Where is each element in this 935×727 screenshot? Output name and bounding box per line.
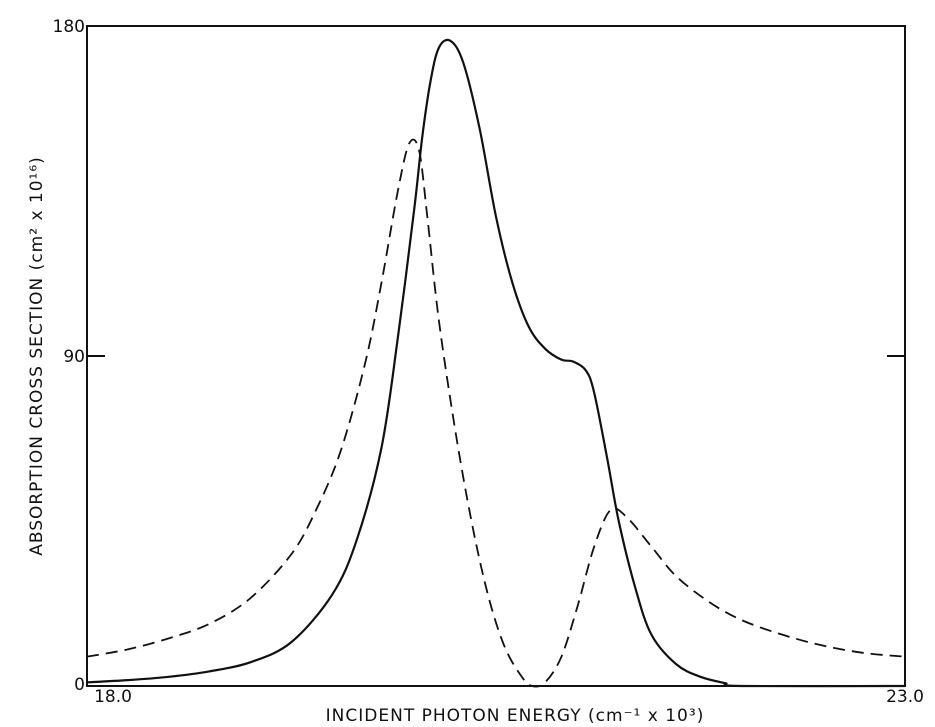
x-tick-label-23.0: 23.0 xyxy=(886,687,924,707)
y-tick-label-0: 0 xyxy=(74,675,85,695)
y-tick-label-90: 90 xyxy=(63,347,85,367)
x-tick-label-18.0: 18.0 xyxy=(94,687,132,707)
tick-labels: 0 90 180 18.0 23.0 xyxy=(53,17,924,707)
x-axis-title: INCIDENT PHOTON ENERGY (cm⁻¹ x 10³) xyxy=(326,706,705,726)
plot-frame xyxy=(86,25,906,687)
series-group xyxy=(86,38,906,688)
y-tick-label-180: 180 xyxy=(53,17,85,37)
y-axis-title: ABSORPTION CROSS SECTION (cm² x 10¹⁶) xyxy=(27,156,47,556)
series-line-solid xyxy=(86,38,906,688)
series-line-dashed xyxy=(86,138,906,688)
